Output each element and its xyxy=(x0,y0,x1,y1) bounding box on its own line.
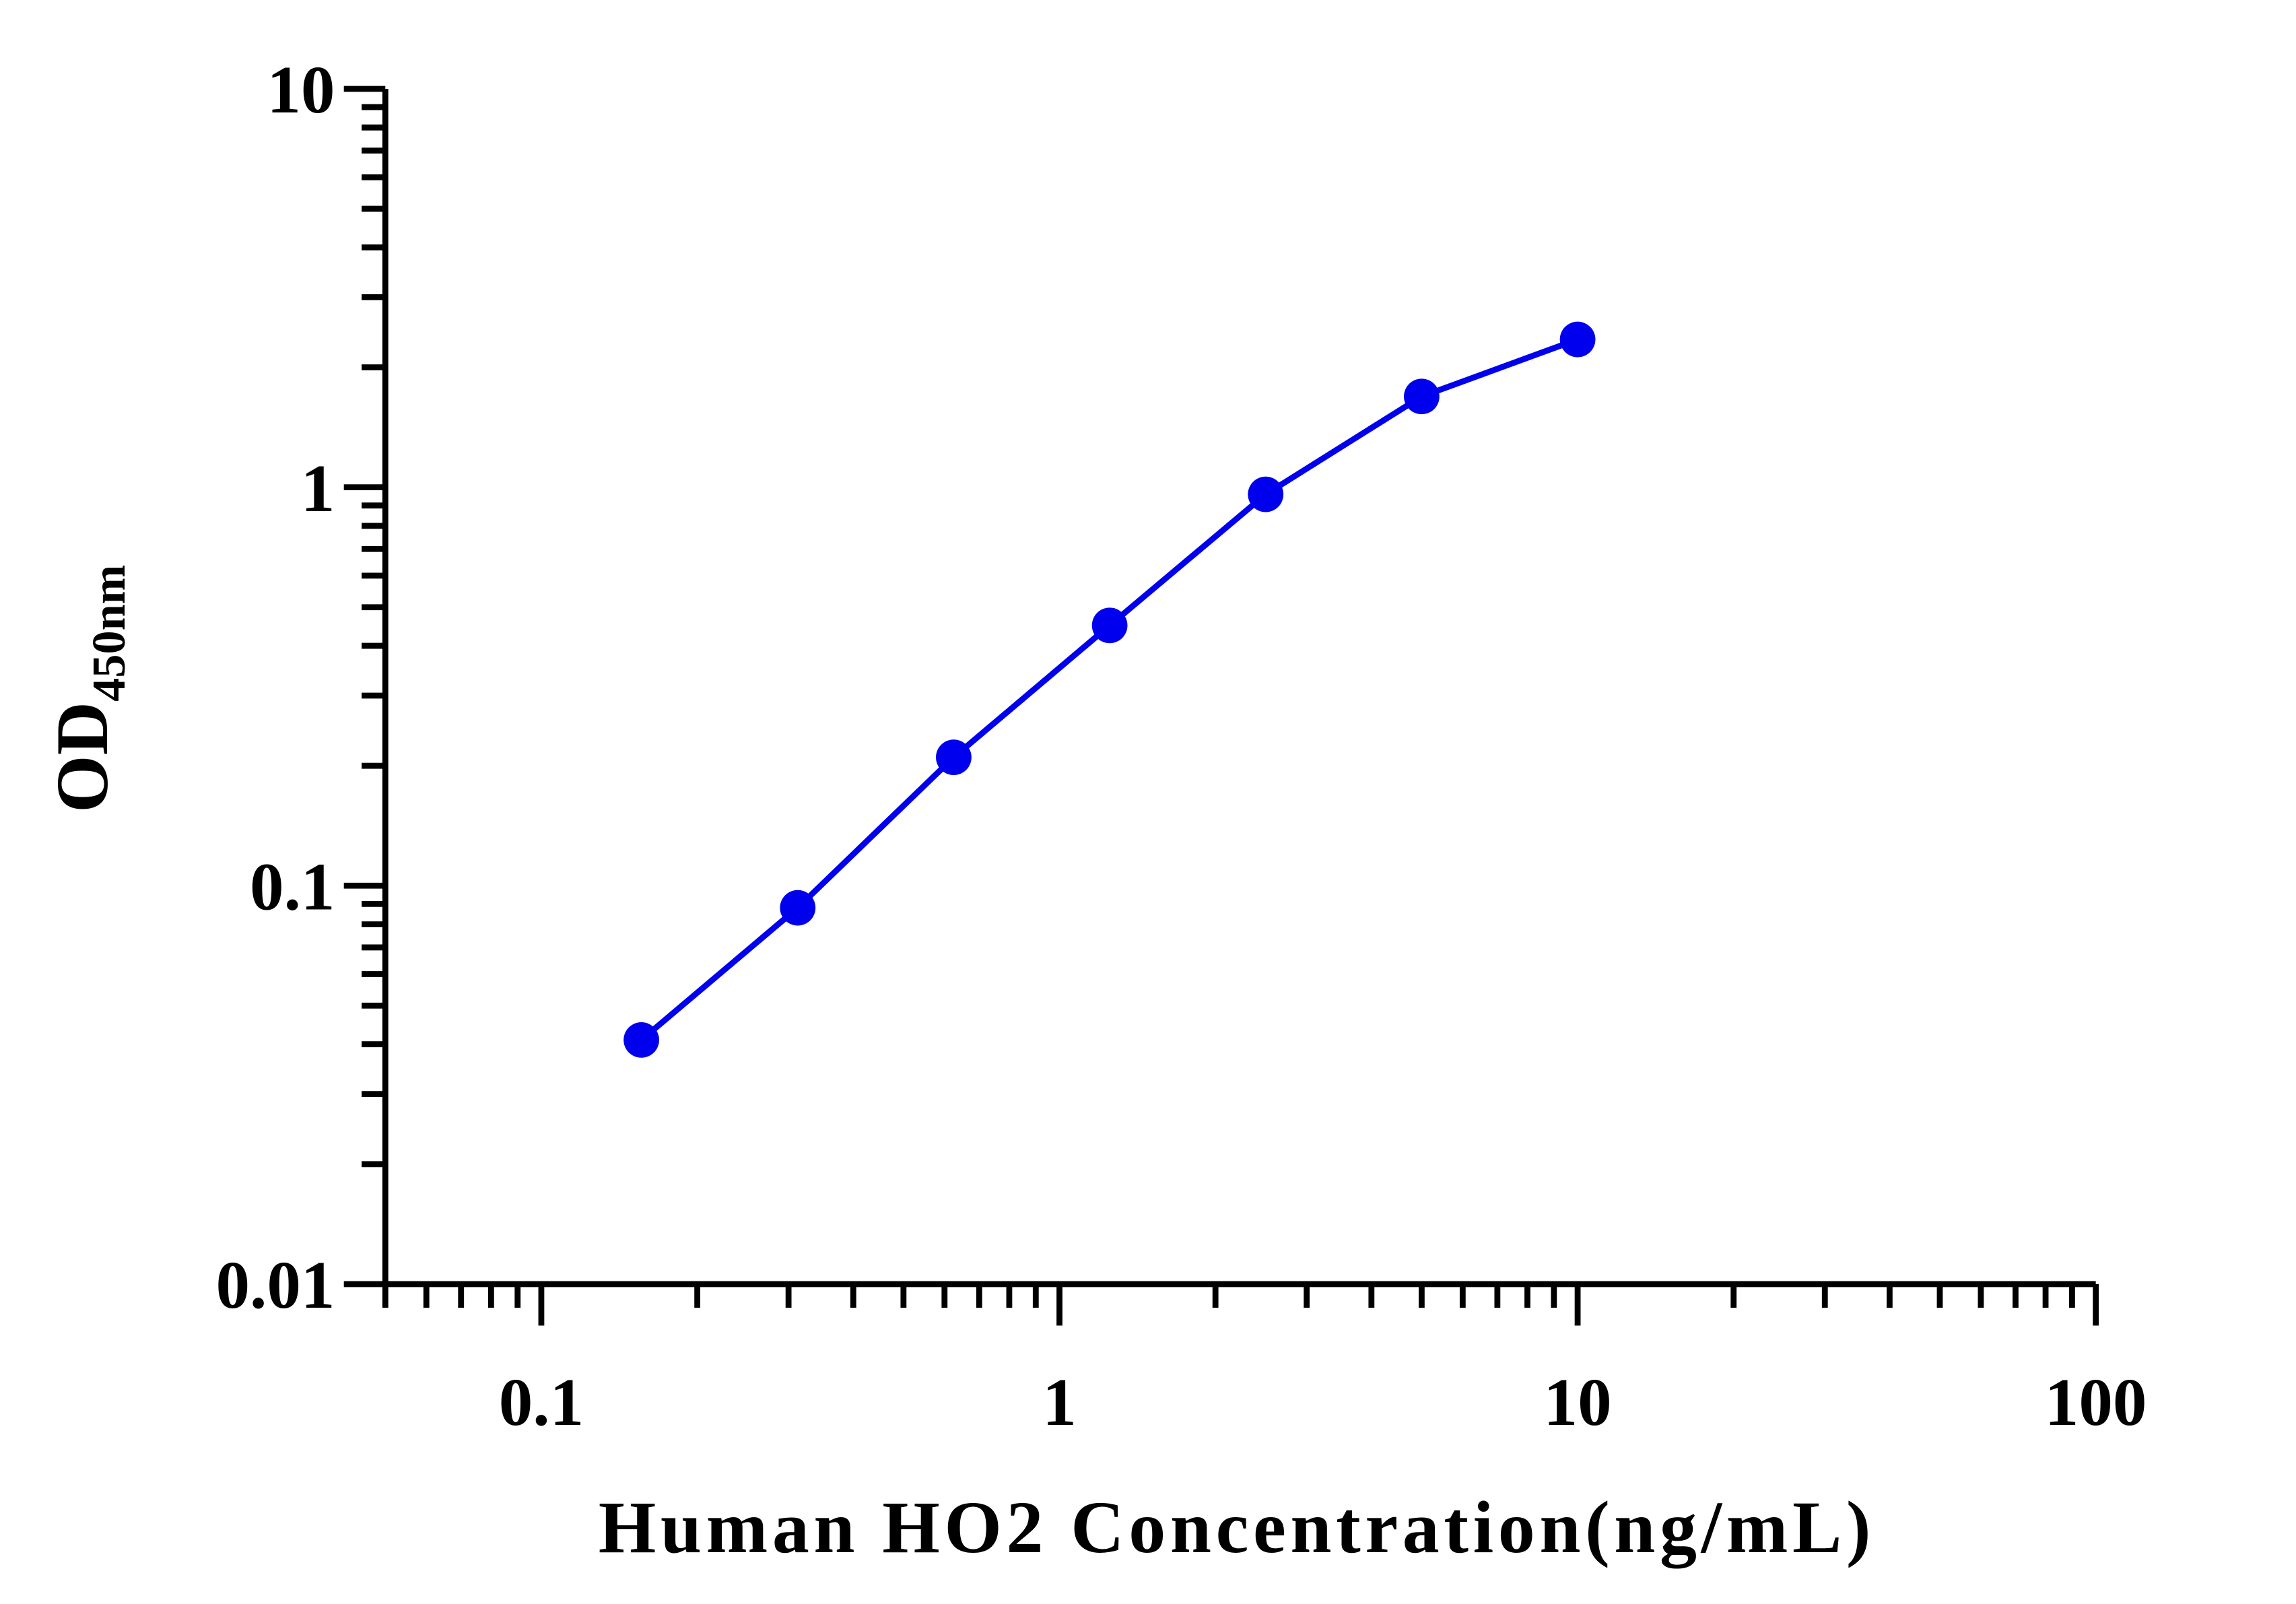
y-tick-label: 0.1 xyxy=(250,848,335,924)
x-axis-label: Human HO2 Concentration(ng/mL) xyxy=(599,1486,1875,1568)
y-axis-label: OD450nm xyxy=(41,565,135,813)
x-tick-label: 100 xyxy=(2045,1364,2147,1440)
data-point xyxy=(936,739,972,776)
y-axis-label-main: OD xyxy=(41,702,123,813)
x-tick-label: 10 xyxy=(1544,1364,1612,1440)
data-point xyxy=(1248,476,1284,512)
y-axis-label-subscript: 450nm xyxy=(83,565,135,702)
data-point xyxy=(780,890,816,926)
data-point xyxy=(1559,321,1596,358)
y-tick-label: 0.01 xyxy=(215,1247,335,1323)
x-tick-label: 0.1 xyxy=(499,1364,584,1440)
data-point xyxy=(1404,378,1440,415)
series-line xyxy=(639,336,1579,1042)
axes: 0.01 0.1 1 10 0.1 1 10 100 xyxy=(215,52,2147,1440)
series xyxy=(623,321,1596,1058)
x-tick-label: 1 xyxy=(1042,1364,1077,1440)
data-point xyxy=(623,1022,659,1058)
y-tick-label: 1 xyxy=(301,450,335,526)
y-tick-label: 10 xyxy=(267,52,335,127)
data-point xyxy=(1091,607,1128,644)
